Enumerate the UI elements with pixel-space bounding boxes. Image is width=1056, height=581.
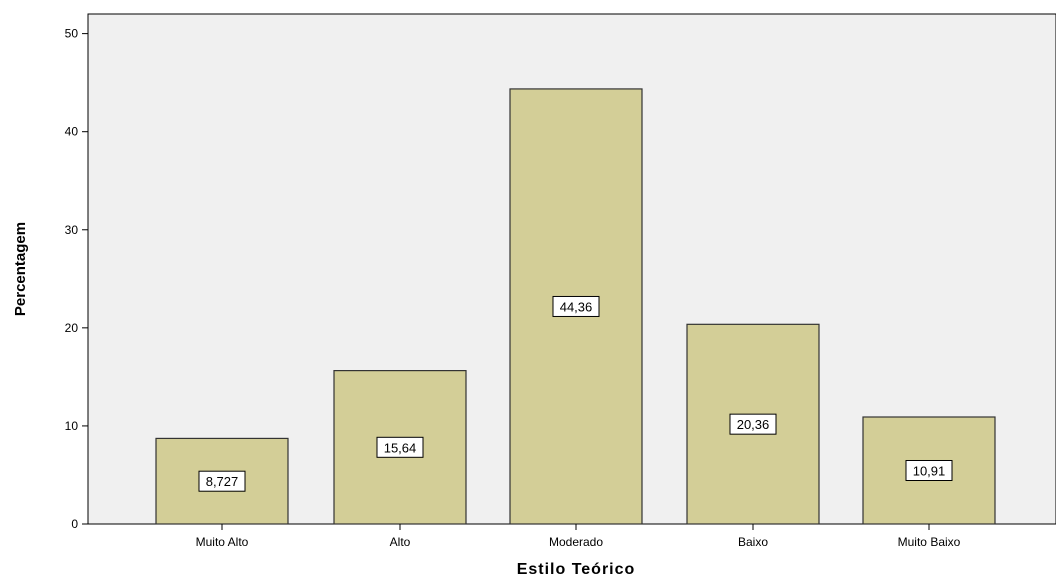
value-label-box [198, 470, 246, 492]
value-label-box [376, 436, 424, 458]
value-label-box [905, 459, 953, 481]
y-axis: 0 10 20 30 40 50 [65, 27, 88, 531]
y-axis-label: Percentagem [12, 222, 29, 316]
x-axis: Muito Alto Alto Moderado Baixo Muito Baixo [196, 524, 961, 549]
y-tick-label: 10 [65, 419, 79, 433]
value-label: 8,727 [206, 474, 239, 489]
x-tick-label: Muito Baixo [898, 535, 961, 549]
x-tick-label: Muito Alto [196, 535, 249, 549]
value-label-box [729, 413, 777, 435]
x-tick-label: Baixo [738, 535, 768, 549]
value-label: 15,64 [384, 440, 417, 455]
y-tick-label: 50 [65, 27, 79, 41]
value-label: 20,36 [737, 417, 770, 432]
value-label: 44,36 [560, 299, 593, 314]
y-tick-label: 20 [65, 321, 79, 335]
y-tick-label: 40 [65, 125, 79, 139]
value-label-box [552, 295, 600, 317]
y-tick-label: 0 [71, 517, 78, 531]
x-tick-label: Alto [390, 535, 411, 549]
bars-group: 8,727 15,64 44,36 20,36 10,91 [155, 88, 996, 525]
x-tick-label: Moderado [549, 535, 603, 549]
value-label: 10,91 [913, 463, 946, 478]
x-axis-label: Estilo Teórico [517, 561, 636, 576]
y-tick-label: 30 [65, 223, 79, 237]
